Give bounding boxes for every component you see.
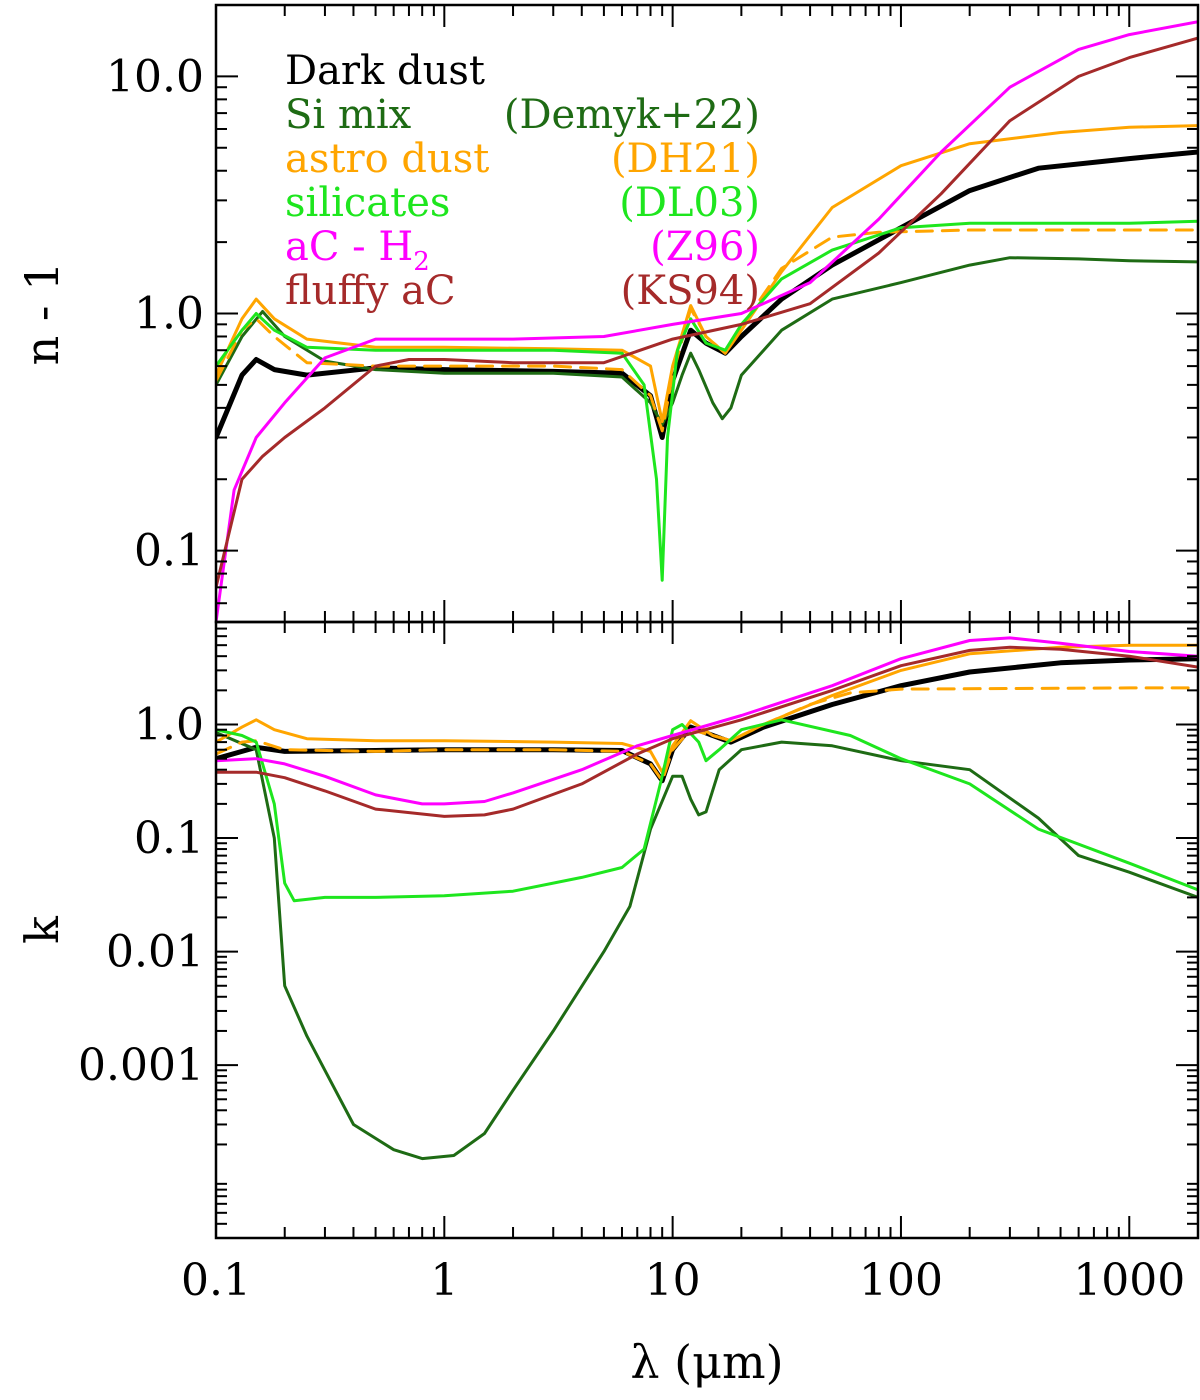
legend-name-text: silicates [285,180,450,226]
series-line-k-6 [216,645,1198,818]
y-tick-label-n_minus_1: 10.0 [106,51,204,102]
y-tick-label-n_minus_1: 1.0 [134,289,204,340]
legend-name-text: astro dust [285,136,489,182]
series-line-k-5 [216,636,1198,806]
series-line-k-1 [216,731,1198,1161]
top-panel-curves [216,20,1198,622]
legend-entry-name: Si mix [285,92,412,138]
bottom-panel-curves [216,636,1198,1161]
legend-entry-ref: (KS94) [621,268,760,314]
series-line-n_minus_1-1 [216,256,1198,427]
legend-entry-ref: (DL03) [619,180,760,226]
y-tick-label-k: 1.0 [134,700,204,751]
legend-entry-name: aC - H2 [285,224,430,277]
x-axis-title: λ (μm) [630,1335,783,1389]
legend-name-text: Si mix [285,92,412,138]
legend-entry-name: astro dust [285,136,489,182]
x-tick-label: 100 [859,1255,943,1306]
y-tick-label-k: 0.01 [106,927,204,978]
y-tick-label-n_minus_1: 0.1 [134,526,204,577]
legend-name-text: Dark dust [285,48,485,94]
legend-entry-ref: (DH21) [611,136,760,182]
x-tick-label: 0.1 [181,1255,251,1306]
legend-name-text: fluffy aC [285,268,456,314]
y-axis-title-k: k [15,915,69,944]
series-line-n_minus_1-6 [216,36,1198,589]
series-line-n_minus_1-2 [216,124,1198,424]
series-line-n_minus_1-3 [216,228,1198,433]
legend-entry-name: silicates [285,180,450,226]
legend-entry-name: Dark dust [285,48,485,94]
series-line-k-4 [216,718,1198,903]
y-axis-title-n_minus_1: n - 1 [15,262,69,366]
legend-name-text: aC - H [285,224,413,270]
y-tick-label-k: 0.001 [78,1040,204,1091]
y-tick-label-k: 0.1 [134,813,204,864]
legend-entry-ref: (Z96) [650,224,760,270]
x-tick-label: 10 [645,1255,701,1306]
legend-subscript: 2 [413,247,430,277]
legend-entry-ref: (Demyk+22) [504,92,760,138]
series-line-k-0 [216,656,1198,784]
series-line-n_minus_1-5 [216,20,1198,622]
x-tick-label: 1000 [1073,1255,1185,1306]
series-line-k-3 [216,686,1198,783]
x-tick-label: 1 [430,1255,458,1306]
legend-entry-name: fluffy aC [285,268,456,314]
axes-group: 0.1 1.0 10.0 n - 1 0.001 0.01 0.1 1.0 k 0.1 1 10 100… [15,3,1200,1389]
series-line-n_minus_1-4 [216,219,1198,582]
plot-frame-k [214,620,1200,1240]
